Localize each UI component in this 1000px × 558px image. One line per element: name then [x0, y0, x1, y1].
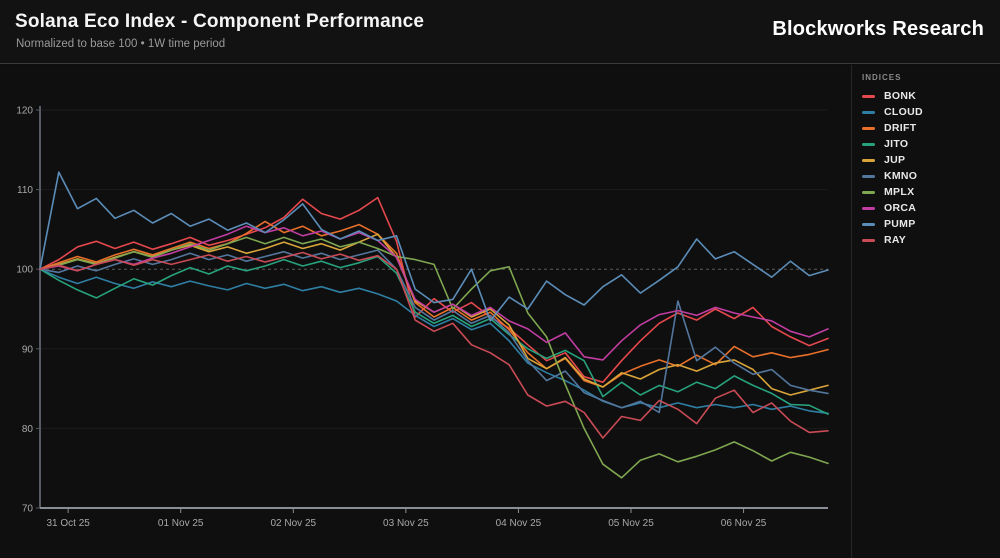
legend-swatch: [862, 190, 875, 194]
series-line-RAY: [39, 251, 829, 439]
legend-item-label: BONK: [884, 90, 917, 102]
chart-canvas: 70 80 90 100 110 120 31 Oct 25 01 Nov 25 02 Nov …: [16, 106, 829, 529]
legend-item-drift[interactable]: DRIFT: [862, 121, 992, 135]
legend-item-mplx[interactable]: MPLX: [862, 185, 992, 199]
page-title: Solana Eco Index - Component Performance: [15, 11, 425, 32]
legend-item-bonk[interactable]: BONK: [862, 89, 992, 103]
series-line-DRIFT: [39, 220, 829, 388]
legend-item-orca[interactable]: ORCA: [862, 201, 992, 215]
legend-item-jup[interactable]: JUP: [862, 153, 992, 167]
legend-item-label: CLOUD: [884, 106, 923, 118]
legend-item-kmno[interactable]: KMNO: [862, 169, 992, 183]
series-line-JITO: [39, 255, 829, 415]
legend-item-pump[interactable]: PUMP: [862, 217, 992, 231]
y-axis-label: 110: [17, 185, 33, 196]
series-line-BONK: [39, 196, 829, 384]
x-axis-label: 06 Nov 25: [721, 518, 767, 529]
series-line-JUP: [39, 233, 829, 396]
chart-panel: 70 80 90 100 110 120 31 Oct 25 01 Nov 25 02 Nov …: [0, 65, 1000, 558]
series-line-ORCA: [39, 225, 829, 361]
y-axis-label: 90: [22, 344, 34, 355]
legend-item-label: DRIFT: [884, 122, 917, 134]
legend-item-label: JUP: [884, 154, 906, 166]
legend-swatch: [862, 238, 875, 242]
legend-item-label: JITO: [884, 138, 909, 150]
legend-item-label: ORCA: [884, 202, 917, 214]
legend-swatch: [862, 174, 875, 178]
x-axis-label: 04 Nov 25: [496, 518, 542, 529]
legend-item-cloud[interactable]: CLOUD: [862, 105, 992, 119]
y-axis-label: 70: [22, 504, 34, 515]
series-line-MPLX: [39, 236, 829, 479]
x-axis-label: 01 Nov 25: [158, 518, 204, 529]
y-axis-label: 80: [22, 424, 34, 435]
series-line-PUMP: [39, 171, 829, 322]
brand-logo: Blockworks Research: [772, 18, 984, 40]
legend-item-label: MPLX: [884, 186, 915, 198]
legend-item-jito[interactable]: JITO: [862, 137, 992, 151]
legend-item-label: PUMP: [884, 218, 916, 230]
x-axis-label: 03 Nov 25: [383, 518, 429, 529]
legend-swatch: [862, 94, 875, 98]
x-axis-label: 31 Oct 25: [46, 518, 90, 529]
page-subtitle: Normalized to base 100 • 1W time period: [16, 38, 226, 50]
legend-item-ray[interactable]: RAY: [862, 233, 992, 247]
legend-swatch: [862, 110, 875, 114]
legend-swatch: [862, 206, 875, 210]
legend-item-label: KMNO: [884, 170, 918, 182]
legend-item-label: RAY: [884, 234, 907, 246]
legend-swatch: [862, 126, 875, 130]
legend-panel: INDICES BONK CLOUD DRIFT JITO JUP KMNO MPLX ORC…: [851, 65, 1000, 558]
x-axis-label: 02 Nov 25: [270, 518, 316, 529]
legend-heading: INDICES: [862, 73, 902, 82]
series-line-KMNO: [39, 249, 829, 414]
header: Solana Eco Index - Component Performance…: [0, 0, 1000, 64]
legend-swatch: [862, 222, 875, 226]
y-axis-label: 100: [16, 265, 33, 276]
legend-swatch: [862, 142, 875, 146]
x-axis-label: 05 Nov 25: [608, 518, 654, 529]
y-axis-label: 120: [16, 106, 33, 117]
legend-swatch: [862, 158, 875, 162]
series-line-CLOUD: [39, 268, 829, 415]
